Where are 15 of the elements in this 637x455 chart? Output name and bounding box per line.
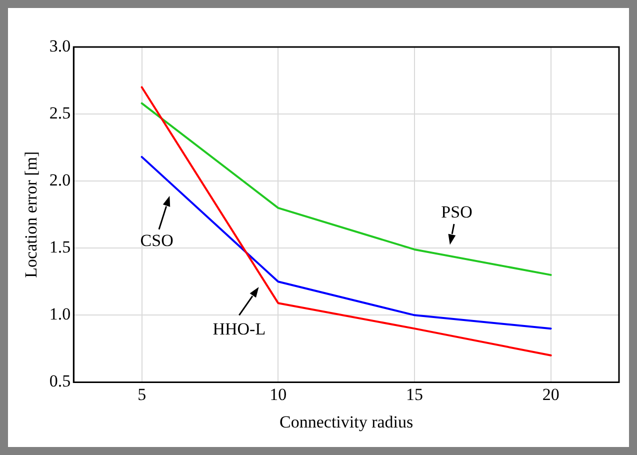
y-tick-label: 1.0	[49, 304, 71, 324]
x-axis-title: Connectivity radius	[280, 412, 414, 432]
y-tick-label: 1.5	[49, 238, 71, 257]
series-label: HHO-L	[212, 319, 266, 338]
y-tick-label: 3.0	[49, 36, 71, 56]
x-tick-label: 5	[138, 384, 146, 404]
series-label: PSO	[441, 202, 472, 222]
x-tick-label: 20	[542, 384, 560, 404]
y-tick-label: 0.5	[49, 372, 71, 391]
y-tick-label: 2.0	[49, 170, 71, 190]
x-tick-label: 10	[270, 384, 287, 404]
series-label: CSO	[140, 230, 174, 250]
x-tick-label: 15	[406, 384, 423, 404]
y-tick-label: 2.5	[49, 104, 71, 123]
y-axis-title: Location error [m]	[22, 151, 41, 278]
